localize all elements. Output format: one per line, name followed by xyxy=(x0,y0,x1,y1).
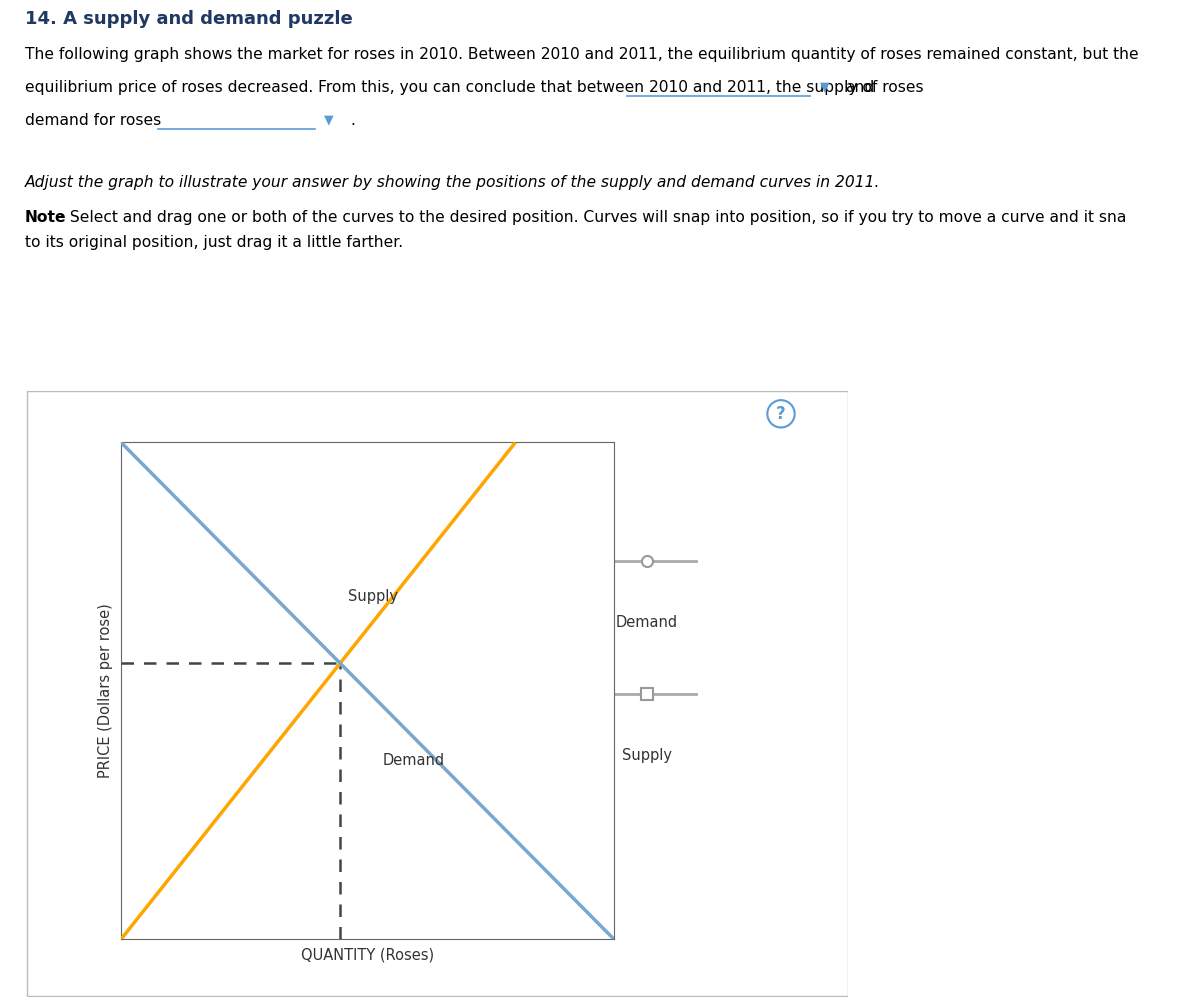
Text: ▼: ▼ xyxy=(820,80,829,93)
Text: :: : xyxy=(58,210,64,225)
Text: Demand: Demand xyxy=(616,615,678,630)
Text: demand for roses: demand for roses xyxy=(25,113,161,128)
Text: equilibrium price of roses decreased. From this, you can conclude that between 2: equilibrium price of roses decreased. Fr… xyxy=(25,80,924,95)
Y-axis label: PRICE (Dollars per rose): PRICE (Dollars per rose) xyxy=(97,603,113,779)
X-axis label: QUANTITY (Roses): QUANTITY (Roses) xyxy=(301,948,434,963)
Text: ▼: ▼ xyxy=(324,113,334,126)
Text: to its original position, just drag it a little farther.: to its original position, just drag it a… xyxy=(25,235,403,250)
Text: Adjust the graph to illustrate your answer by showing the positions of the suppl: Adjust the graph to illustrate your answ… xyxy=(25,175,881,190)
Text: and: and xyxy=(845,80,875,95)
Text: 14. A supply and demand puzzle: 14. A supply and demand puzzle xyxy=(25,10,353,28)
Text: The following graph shows the market for roses in 2010. Between 2010 and 2011, t: The following graph shows the market for… xyxy=(25,47,1139,62)
Text: Supply: Supply xyxy=(348,589,398,604)
Text: Note: Note xyxy=(25,210,66,225)
Text: .: . xyxy=(350,113,355,128)
Text: ?: ? xyxy=(776,405,786,423)
Text: Supply: Supply xyxy=(622,748,672,764)
Text: Demand: Demand xyxy=(383,754,444,769)
Text: Select and drag one or both of the curves to the desired position. Curves will s: Select and drag one or both of the curve… xyxy=(65,210,1127,225)
